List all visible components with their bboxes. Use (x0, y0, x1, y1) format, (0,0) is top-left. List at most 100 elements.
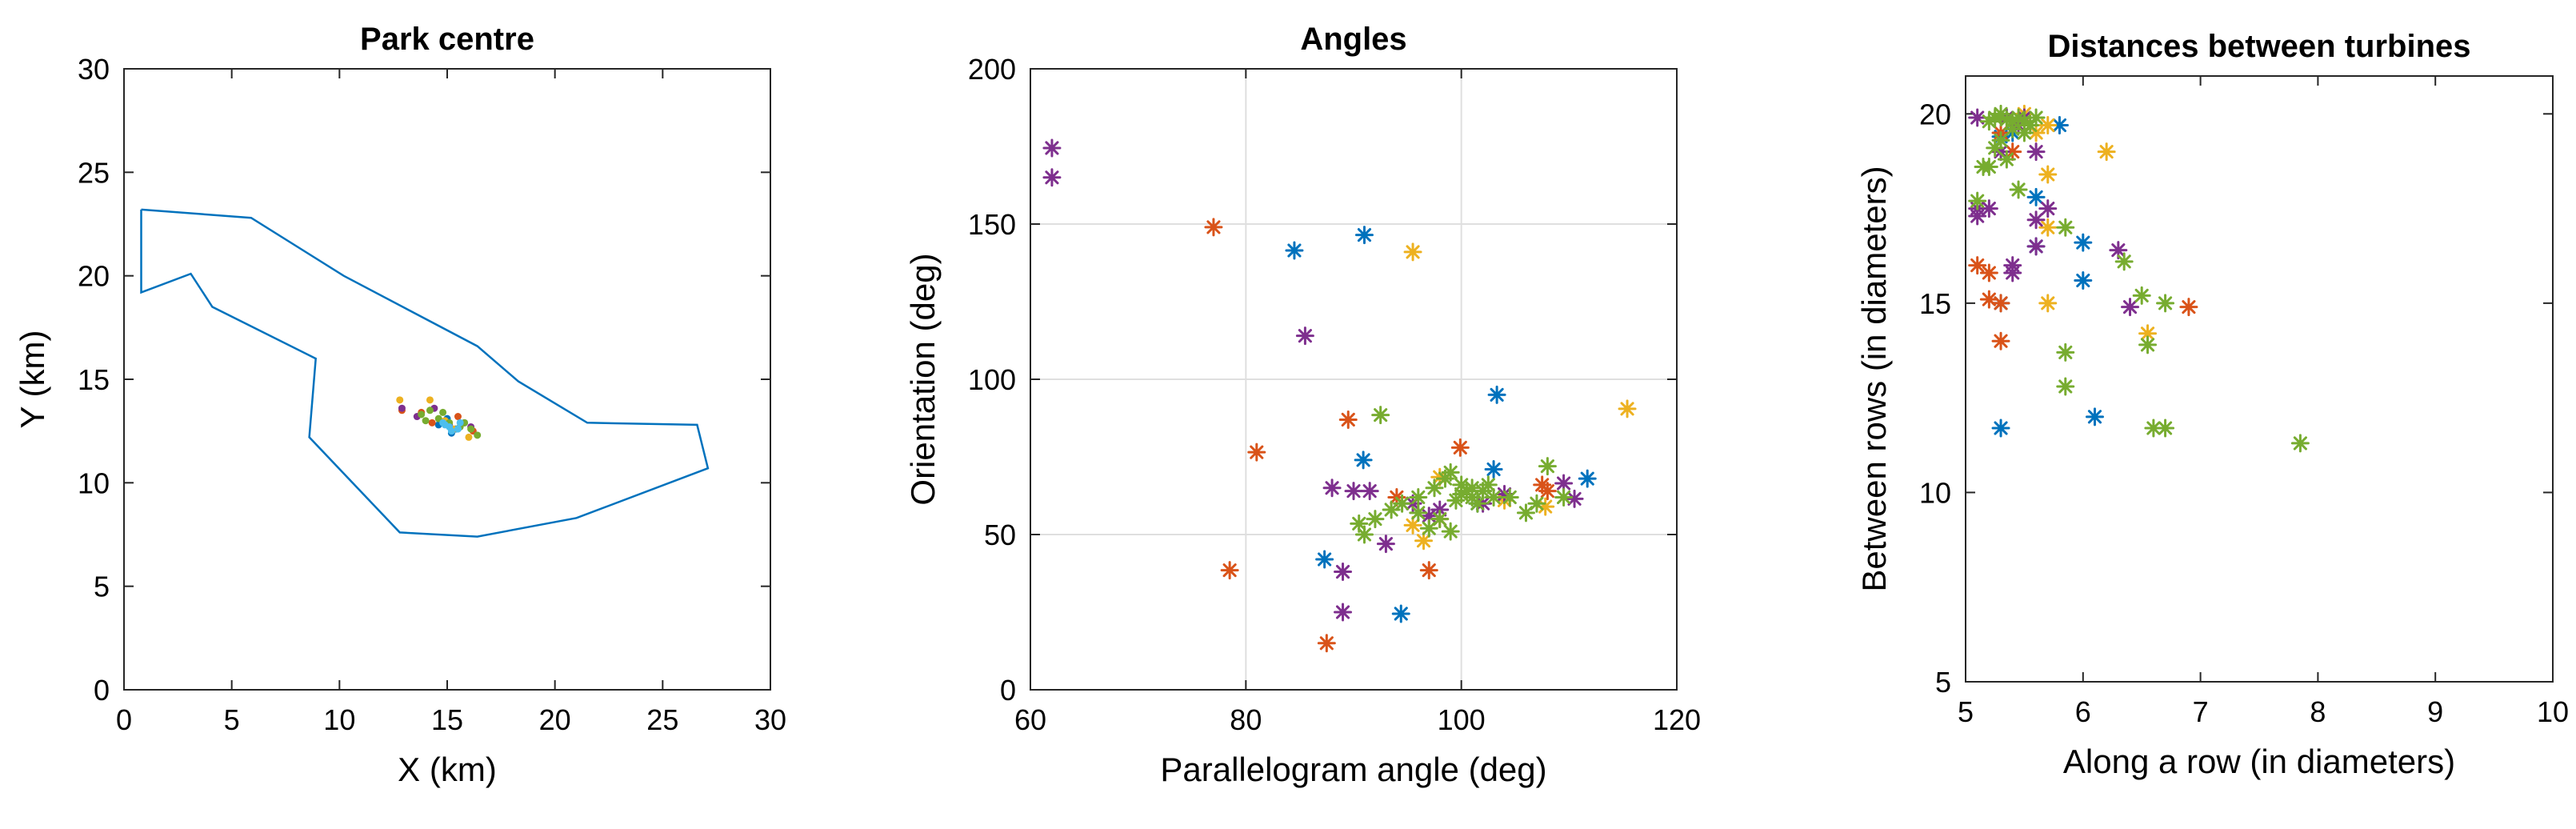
data-point (1500, 487, 1519, 507)
data-point (1991, 130, 2010, 150)
x-tick-label: 20 (539, 703, 571, 736)
data-point (1354, 451, 1373, 470)
data-point (465, 433, 473, 441)
series-6 (439, 419, 464, 435)
data-point (1979, 158, 1998, 177)
data-point (2009, 180, 2028, 199)
data-point (1391, 604, 1410, 623)
data-point (2009, 108, 2028, 127)
data-point (2097, 142, 2116, 162)
data-point (1409, 503, 1428, 523)
x-axis-label: Parallelogram angle (deg) (1160, 751, 1546, 788)
data-point (1968, 206, 1987, 226)
data-point (1403, 242, 1422, 262)
axes-frame (123, 68, 771, 691)
data-point (426, 406, 434, 414)
data-point (1484, 487, 1503, 507)
data-point (398, 404, 406, 412)
data-point (1452, 485, 1471, 504)
data-point (2056, 342, 2075, 362)
x-tick-label: 120 (1653, 703, 1701, 736)
data-point (2026, 123, 2046, 142)
data-point (1565, 489, 1584, 508)
data-point (474, 431, 482, 439)
data-point (2056, 377, 2075, 396)
data-point (2144, 419, 2163, 438)
data-point (1554, 474, 1574, 493)
x-tick-label: 100 (1438, 703, 1486, 736)
series-3 (2014, 104, 2158, 343)
data-point (1334, 563, 1353, 582)
data-point (1042, 138, 1062, 158)
chart-2: 60 80 100 120 0 50 100 150 200 Angles Parallelogra… (904, 22, 1701, 788)
y-tick-label: 50 (984, 519, 1016, 551)
data-point (1430, 467, 1450, 487)
x-tick-label: 10 (2537, 695, 2569, 728)
data-point (1382, 500, 1401, 519)
y-axis-label: Orientation (deg) (904, 253, 942, 505)
chart-title: Park centre (360, 22, 534, 57)
data-point (2290, 434, 2310, 453)
data-point (1538, 457, 1557, 476)
data-point (426, 396, 434, 404)
data-point (1430, 510, 1450, 529)
data-point (2056, 218, 2075, 237)
chart-title: Distances between turbines (2047, 29, 2470, 64)
data-point (2121, 298, 2140, 317)
data-point (2038, 199, 2058, 218)
data-point (2179, 298, 2198, 317)
data-point (2038, 218, 2058, 237)
data-point (441, 421, 449, 429)
axes-frame (1030, 68, 1678, 691)
data-point (1968, 256, 1987, 275)
data-point (2026, 187, 2046, 206)
data-point (1968, 191, 1987, 210)
data-point (1414, 531, 1434, 551)
chart-1: 0 5 10 15 20 25 30 0 5 10 15 20 25 30 Park centre X (km… (14, 22, 786, 788)
data-point (1997, 110, 2016, 129)
data-point (1334, 603, 1353, 622)
data-point (447, 427, 455, 435)
data-point (2014, 112, 2034, 131)
series-5 (1350, 406, 1574, 544)
y-tick-label: 15 (1919, 287, 1951, 320)
data-point (1338, 410, 1358, 429)
data-point (1220, 561, 1239, 580)
y-tick-label: 20 (1919, 98, 1951, 130)
data-point (1991, 294, 2010, 313)
data-point (454, 425, 462, 433)
chart-title: Angles (1300, 22, 1406, 57)
data-point (2114, 252, 2134, 271)
data-point (1991, 331, 2010, 350)
data-point (1403, 515, 1422, 535)
x-axis-label: X (km) (398, 751, 497, 788)
data-point (2074, 233, 2093, 252)
data-point (1419, 519, 1438, 538)
data-point (1354, 226, 1374, 245)
y-axis-label: Y (km) (14, 330, 51, 429)
data-point (2156, 419, 2175, 438)
data-point (1344, 482, 1363, 501)
data-point (1979, 112, 1998, 131)
data-point (1991, 142, 2010, 162)
data-point (1487, 385, 1506, 404)
data-point (1536, 497, 1555, 516)
data-point (422, 417, 430, 425)
data-point (2138, 335, 2158, 354)
data-point (2038, 165, 2058, 184)
chart-3: 5 6 7 8 9 10 5 10 15 20 Distances between turbines… (1855, 29, 2569, 780)
data-point (1366, 510, 1385, 529)
data-point (1478, 475, 1498, 495)
y-tick-label: 5 (94, 571, 110, 603)
y-axis-label: Between rows (in diameters) (1855, 166, 1893, 591)
x-tick-label: 30 (754, 703, 786, 736)
data-point (2156, 294, 2175, 313)
y-tick-label: 0 (94, 674, 110, 707)
data-point (1462, 479, 1482, 498)
x-tick-label: 80 (1230, 703, 1262, 736)
x-tick-label: 8 (2310, 695, 2326, 728)
y-tick-label: 0 (1000, 674, 1016, 707)
data-point (1495, 485, 1514, 504)
data-point (1968, 108, 1987, 127)
